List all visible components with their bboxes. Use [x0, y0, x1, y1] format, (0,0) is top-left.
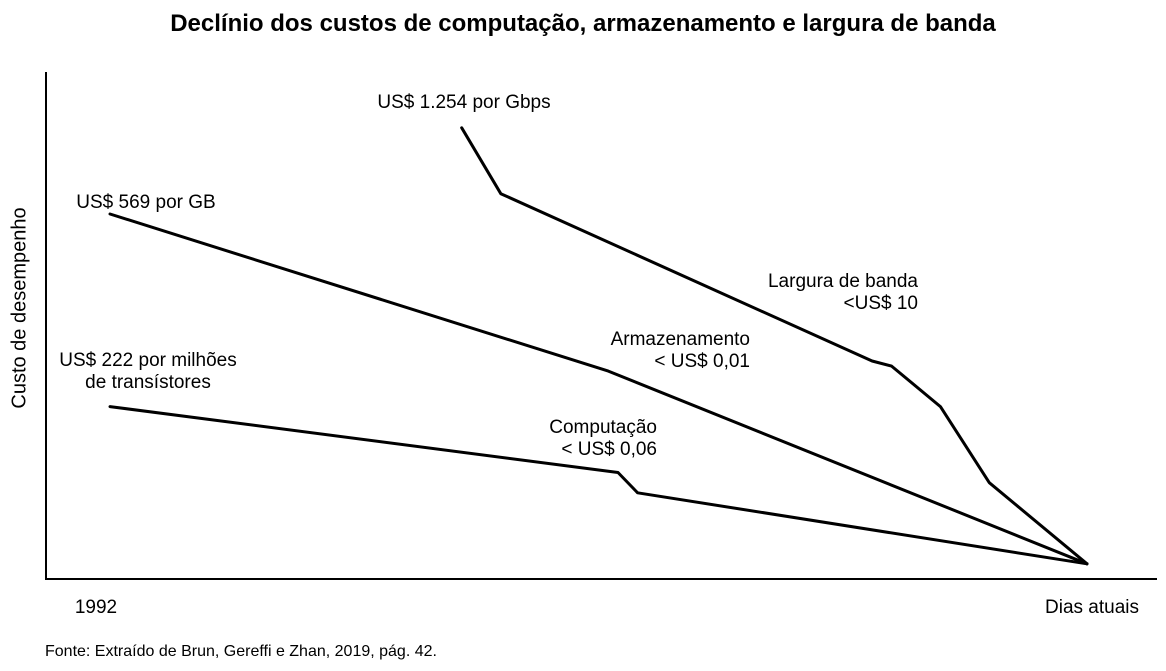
- series-layer: [108, 126, 1089, 566]
- x-tick-label-end: Dias atuais: [1045, 597, 1139, 618]
- end-label-largura-de-banda-line-1: Largura de banda: [768, 271, 918, 292]
- series-line-computacao: [108, 405, 1089, 566]
- start-label-armazenamento: US$ 569 por GB: [76, 192, 215, 213]
- chart-title: Declínio dos custos de computação, armaz…: [170, 10, 996, 37]
- end-label-computacao-line-1: Computação: [549, 417, 657, 438]
- start-label-computacao-line-2: de transístores: [85, 372, 211, 393]
- label-layer: US$ 1.254 por Gbps Largura de banda<US$ 1…: [59, 92, 918, 460]
- end-label-computacao-line-2: < US$ 0,06: [561, 439, 657, 460]
- x-tick-label-start: 1992: [75, 597, 117, 618]
- end-label-armazenamento-line-2: < US$ 0,01: [654, 351, 750, 372]
- start-label-computacao-line-1: US$ 222 por milhões: [59, 350, 236, 371]
- series-line-armazenamento: [108, 212, 1089, 566]
- start-label-largura-de-banda: US$ 1.254 por Gbps: [377, 92, 550, 113]
- series-line-largura-de-banda: [460, 126, 1089, 566]
- end-label-armazenamento-line-1: Armazenamento: [611, 329, 750, 350]
- source-note: Fonte: Extraído de Brun, Gereffi e Zhan,…: [45, 643, 437, 660]
- end-label-largura-de-banda-line-2: <US$ 10: [844, 293, 918, 314]
